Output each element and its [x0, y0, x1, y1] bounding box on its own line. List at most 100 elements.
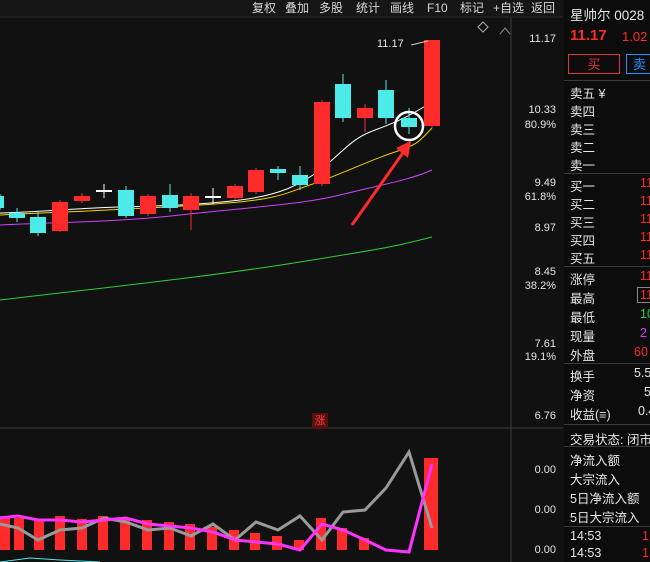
bid-1: 买一: [570, 180, 596, 194]
chart-toolbar: 复权 叠加 多股 统计 画线 F10 标记 +自选 返回: [0, 0, 563, 17]
toolbar-stats-button[interactable]: 统计: [356, 1, 381, 15]
percent-label: 38.2%: [524, 280, 556, 292]
toolbar-fuquan-button[interactable]: 复权: [252, 1, 277, 15]
tick-value: 1: [642, 546, 649, 560]
chevron-up-icon[interactable]: [499, 27, 511, 35]
outer-volume-label: 外盘: [570, 349, 596, 363]
tick-value: 1: [642, 529, 649, 543]
toolbar-f10-button[interactable]: F10: [427, 1, 448, 15]
price-label: 8.45: [534, 266, 556, 278]
block-inflow-5d-label: 5日大宗流入: [570, 511, 640, 525]
candle: [335, 74, 351, 122]
trade-status: 交易状态: 闭市: [570, 433, 650, 447]
high-price-label: 11.17: [377, 38, 404, 50]
limit-up-value: 11: [640, 269, 650, 283]
indicator-cyan-line: [0, 557, 101, 562]
price-label: 9.49: [534, 177, 556, 189]
candle: [270, 166, 286, 180]
price-label: 10.33: [528, 104, 556, 116]
candle: [0, 194, 4, 210]
tick-time: 14:53: [570, 529, 602, 543]
stock-name: 星帅尔 0028: [570, 8, 645, 23]
percent-label: 80.9%: [524, 119, 556, 131]
outer-volume-value: 60: [634, 345, 648, 359]
candle: [52, 200, 68, 232]
candle: [378, 80, 394, 124]
turnover-label: 换手: [570, 370, 596, 384]
price-label: 7.61: [534, 338, 556, 350]
limit-up-marker[interactable]: 涨: [312, 413, 328, 429]
candle: [314, 100, 330, 186]
high-label: 最高: [570, 292, 596, 306]
eps-label: 收益(≡): [570, 408, 611, 422]
bid-3-price: 11: [640, 212, 650, 226]
diamond-icon[interactable]: [477, 21, 489, 33]
indicator-label: 0.00: [534, 504, 556, 516]
ask-1: 卖一: [570, 159, 596, 173]
quote-panel: 星帅尔 0028 11.17 1.02 买 卖 卖五 ¥ 卖四 卖三 卖二 卖一…: [564, 0, 650, 562]
candle: [118, 186, 134, 218]
toolbar-mark-button[interactable]: 标记: [460, 1, 485, 15]
high-value: 11: [637, 287, 650, 303]
net-inflow-5d-label: 5日净流入额: [570, 492, 640, 506]
low-value: 10: [640, 307, 650, 321]
toolbar-draw-line-button[interactable]: 画线: [390, 1, 415, 15]
ask-5: 卖五 ¥: [570, 87, 606, 101]
toolbar-multi-stock-button[interactable]: 多股: [319, 1, 344, 15]
toolbar-back-button[interactable]: 返回: [531, 1, 556, 15]
price-label: 8.97: [534, 222, 556, 234]
candle: [248, 168, 264, 194]
ask-2: 卖二: [570, 141, 596, 155]
percent-label: 19.1%: [524, 351, 556, 363]
highlight-circle: [393, 110, 425, 142]
bid-5: 买五: [570, 252, 596, 266]
indicator-magenta-line: [0, 463, 434, 554]
candle: [183, 193, 199, 230]
candle: [227, 184, 243, 200]
current-volume-value: 2: [640, 326, 647, 340]
candle: [292, 166, 308, 190]
tick-time: 14:53: [570, 546, 602, 560]
candle: [424, 40, 440, 128]
indicator-label: 0.00: [534, 544, 556, 556]
buy-button[interactable]: 买: [568, 54, 620, 74]
toolbar-overlay-button[interactable]: 叠加: [285, 1, 310, 15]
eps-value: 0.4: [638, 404, 650, 418]
ma60-line: [0, 236, 433, 301]
turnover-value: 5.5: [634, 366, 650, 380]
candle: [74, 193, 90, 203]
toolbar-add-watchlist-button[interactable]: +自选: [493, 1, 525, 15]
percent-label: 61.8%: [524, 191, 556, 203]
bid-3: 买三: [570, 216, 596, 230]
candles: [0, 40, 440, 236]
kline-chart[interactable]: [0, 0, 563, 562]
net-asset-label: 净资: [570, 389, 596, 403]
bid-2-price: 11: [640, 194, 650, 208]
annotation-arrow: [350, 141, 411, 226]
block-inflow-label: 大宗流入: [570, 473, 621, 487]
current-volume-label: 现量: [570, 330, 596, 344]
limit-up-label: 涨停: [570, 273, 596, 287]
bid-1-price: 11: [640, 176, 650, 190]
bid-5-price: 11: [640, 248, 650, 262]
price-label: 6.76: [534, 410, 556, 422]
candle: [205, 188, 221, 204]
candle: [140, 194, 156, 216]
ma10-line: [0, 127, 433, 216]
price-change: 1.02: [622, 29, 648, 44]
low-label: 最低: [570, 311, 596, 325]
net-inflow-label: 净流入额: [570, 454, 621, 468]
candle: [30, 212, 46, 236]
candle: [9, 208, 25, 222]
ask-3: 卖三: [570, 123, 596, 137]
bid-2: 买二: [570, 198, 596, 212]
ma5-line: [0, 101, 433, 214]
candle: [357, 104, 373, 132]
indicator-label: 0.00: [534, 464, 556, 476]
bid-4: 买四: [570, 234, 596, 248]
sell-button[interactable]: 卖: [626, 54, 650, 74]
high-price-pointer: [410, 40, 429, 46]
ask-4: 卖四: [570, 105, 596, 119]
net-asset-value: 5: [644, 385, 650, 399]
last-price: 11.17: [570, 27, 607, 44]
